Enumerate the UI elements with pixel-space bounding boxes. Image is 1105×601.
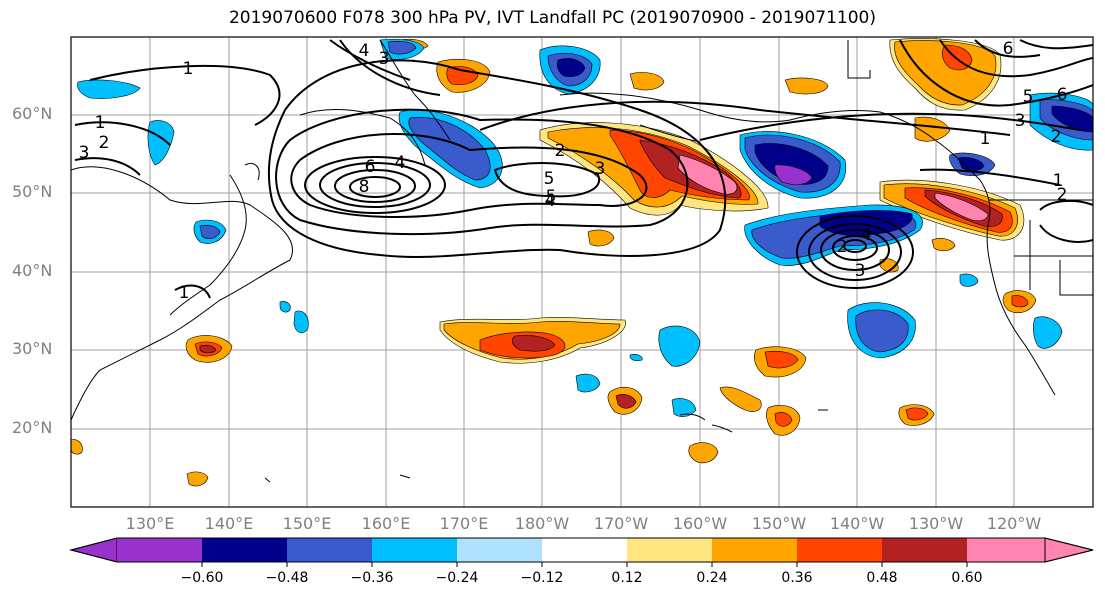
lon-label: 150°W xyxy=(751,514,807,533)
contour-label: 2 xyxy=(837,237,848,257)
lon-label: 170°E xyxy=(439,514,489,533)
colorbar-tick-label: 0.36 xyxy=(781,570,813,586)
lat-label: 50°N xyxy=(12,182,53,201)
lat-label: 40°N xyxy=(12,261,53,280)
contour-label: 6 xyxy=(365,157,376,177)
contour-label: 1 xyxy=(179,283,190,303)
colorbar-tick-label: 0.60 xyxy=(951,570,983,586)
colorbar-segment xyxy=(882,538,967,562)
colorbar-tick-label: 0.12 xyxy=(611,570,643,586)
lon-label: 120°W xyxy=(986,514,1042,533)
colorbar-tick-label: −0.36 xyxy=(350,570,394,586)
map-frame xyxy=(70,36,1094,508)
pv-negative-fills xyxy=(77,38,1093,417)
contour-label: 4 xyxy=(545,191,556,211)
colorbar-tick-label: 0.48 xyxy=(866,570,898,586)
colorbar-segment xyxy=(372,538,457,562)
contour-label: 6 xyxy=(1003,39,1014,59)
coastlines xyxy=(71,39,1093,483)
lon-label: 150°E xyxy=(282,514,332,533)
colorbar-segment xyxy=(712,538,797,562)
contour-label: 8 xyxy=(359,177,370,197)
contour-label: 2 xyxy=(1057,185,1068,205)
colorbar-tick-label: −0.60 xyxy=(180,570,224,586)
contour-label: 5 xyxy=(546,187,557,207)
contour-label: 2 xyxy=(1051,127,1062,147)
colorbar-tick-label: −0.12 xyxy=(520,570,564,586)
lon-label: 140°E xyxy=(204,514,254,533)
lon-label: 140°W xyxy=(829,514,885,533)
colorbar-segment xyxy=(627,538,712,562)
contour-label: 1 xyxy=(183,59,194,79)
colorbar-segment xyxy=(797,538,882,562)
lat-label: 30°N xyxy=(12,339,53,358)
colorbar-segment xyxy=(542,538,627,562)
colorbar-tick-marks xyxy=(201,562,968,567)
contour-label: 4 xyxy=(861,225,872,245)
contour-label: 3 xyxy=(1015,111,1026,131)
pv-positive-fills xyxy=(71,38,1037,487)
contour-label: 5 xyxy=(544,169,555,189)
ivt-contours xyxy=(74,39,1093,299)
contour-label: 4 xyxy=(395,153,406,173)
lon-label: 160°W xyxy=(672,514,728,533)
lat-label: 20°N xyxy=(12,418,53,437)
contour-label: 1 xyxy=(95,113,106,133)
contour-label: 5 xyxy=(1023,87,1034,107)
map-title: 2019070600 F078 300 hPa PV, IVT Landfall… xyxy=(228,8,876,28)
colorbar-min-extend xyxy=(69,537,118,563)
colorbar xyxy=(69,537,1094,567)
contour-label: 6 xyxy=(1057,85,1068,105)
contour-label: 2 xyxy=(555,141,566,161)
lon-label: 170°W xyxy=(593,514,649,533)
colorbar-tick-label: 0.24 xyxy=(696,570,728,586)
contour-label: 3 xyxy=(855,261,866,281)
colorbar-tick-label: −0.48 xyxy=(265,570,309,586)
lat-label: 60°N xyxy=(12,104,53,123)
contour-label: 3 xyxy=(379,49,390,69)
lon-label: 130°E xyxy=(125,514,175,533)
gridlines xyxy=(71,37,1093,507)
colorbar-max-extend xyxy=(1044,537,1094,563)
lon-label: 180°W xyxy=(514,514,570,533)
lon-label: 160°E xyxy=(361,514,411,533)
lon-label: 130°W xyxy=(908,514,964,533)
contour-label: 1 xyxy=(1053,171,1064,191)
colorbar-segment xyxy=(117,538,202,562)
colorbar-segment xyxy=(287,538,372,562)
contour-label: 3 xyxy=(79,143,90,163)
colorbar-segment xyxy=(202,538,287,562)
colorbar-segment xyxy=(457,538,542,562)
colorbar-segment xyxy=(967,538,1045,562)
contour-label: 1 xyxy=(980,129,991,149)
contour-label: 2 xyxy=(99,133,110,153)
contour-label: 4 xyxy=(359,41,370,61)
contour-labels: 1 1 2 3 4 3 6 4 8 5 2 3 5 4 6 5 6 3 1 2 … xyxy=(79,39,1068,303)
contour-label: 3 xyxy=(595,159,606,179)
colorbar-tick-label: −0.24 xyxy=(435,570,479,586)
